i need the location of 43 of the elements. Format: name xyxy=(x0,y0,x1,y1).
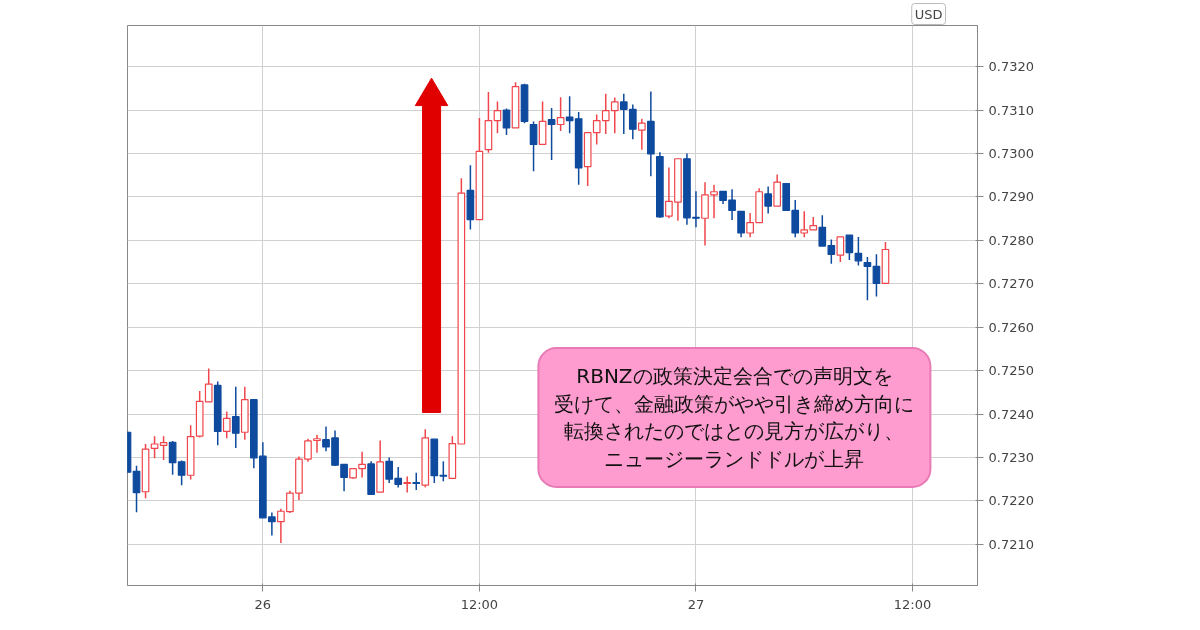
candlestick xyxy=(222,410,231,440)
candlestick xyxy=(159,435,168,461)
candlestick xyxy=(845,234,854,261)
y-tick-label: 0.7210 xyxy=(988,536,1034,552)
candlestick xyxy=(493,100,502,134)
y-axis-title: USD xyxy=(914,6,943,22)
candlestick xyxy=(764,185,773,215)
candlestick xyxy=(403,475,412,494)
candlestick xyxy=(854,236,863,267)
x-tick-label: 27 xyxy=(687,596,705,612)
y-tick-label: 0.7270 xyxy=(988,276,1034,292)
y-tick-label: 0.7240 xyxy=(988,406,1034,422)
candlestick xyxy=(872,253,881,298)
candlestick xyxy=(538,100,547,146)
x-tick-label: 12:00 xyxy=(893,596,932,612)
candlestick xyxy=(150,435,159,460)
y-tick-label: 0.7220 xyxy=(988,493,1034,509)
x-tick-label: 26 xyxy=(254,596,272,612)
candlestick xyxy=(556,96,565,132)
y-tick-label: 0.7290 xyxy=(988,189,1034,205)
candlestick xyxy=(502,107,511,136)
candlestick xyxy=(628,103,637,140)
y-tick-label: 0.7280 xyxy=(988,232,1034,248)
candlestick xyxy=(231,385,240,449)
candlestick xyxy=(773,173,782,207)
candlestick xyxy=(637,118,646,151)
candlestick xyxy=(836,236,845,263)
candlestick xyxy=(412,471,421,491)
candlestick xyxy=(313,434,321,454)
y-tick-label: 0.7260 xyxy=(988,319,1034,335)
y-tick-label: 0.7300 xyxy=(988,146,1034,162)
y-tick-label: 0.7310 xyxy=(988,102,1034,118)
candlestick xyxy=(529,120,538,173)
y-tick-label: 0.7250 xyxy=(988,363,1034,379)
x-tick-label: 12:00 xyxy=(460,596,499,612)
candlestick xyxy=(547,107,556,161)
candlestick xyxy=(132,464,141,513)
candlestick xyxy=(863,256,872,302)
annotation: RBNZの政策決定会合での声明文を受けて、金融政策がやや引き締め方向に転換されたのではとの見方が広がり、ニュージーランドドルが上昇 xyxy=(554,364,915,471)
candlestick xyxy=(737,210,745,239)
y-tick-label: 0.7320 xyxy=(988,59,1034,75)
candlestick xyxy=(619,92,628,135)
y-tick-label: 0.7230 xyxy=(988,449,1034,465)
